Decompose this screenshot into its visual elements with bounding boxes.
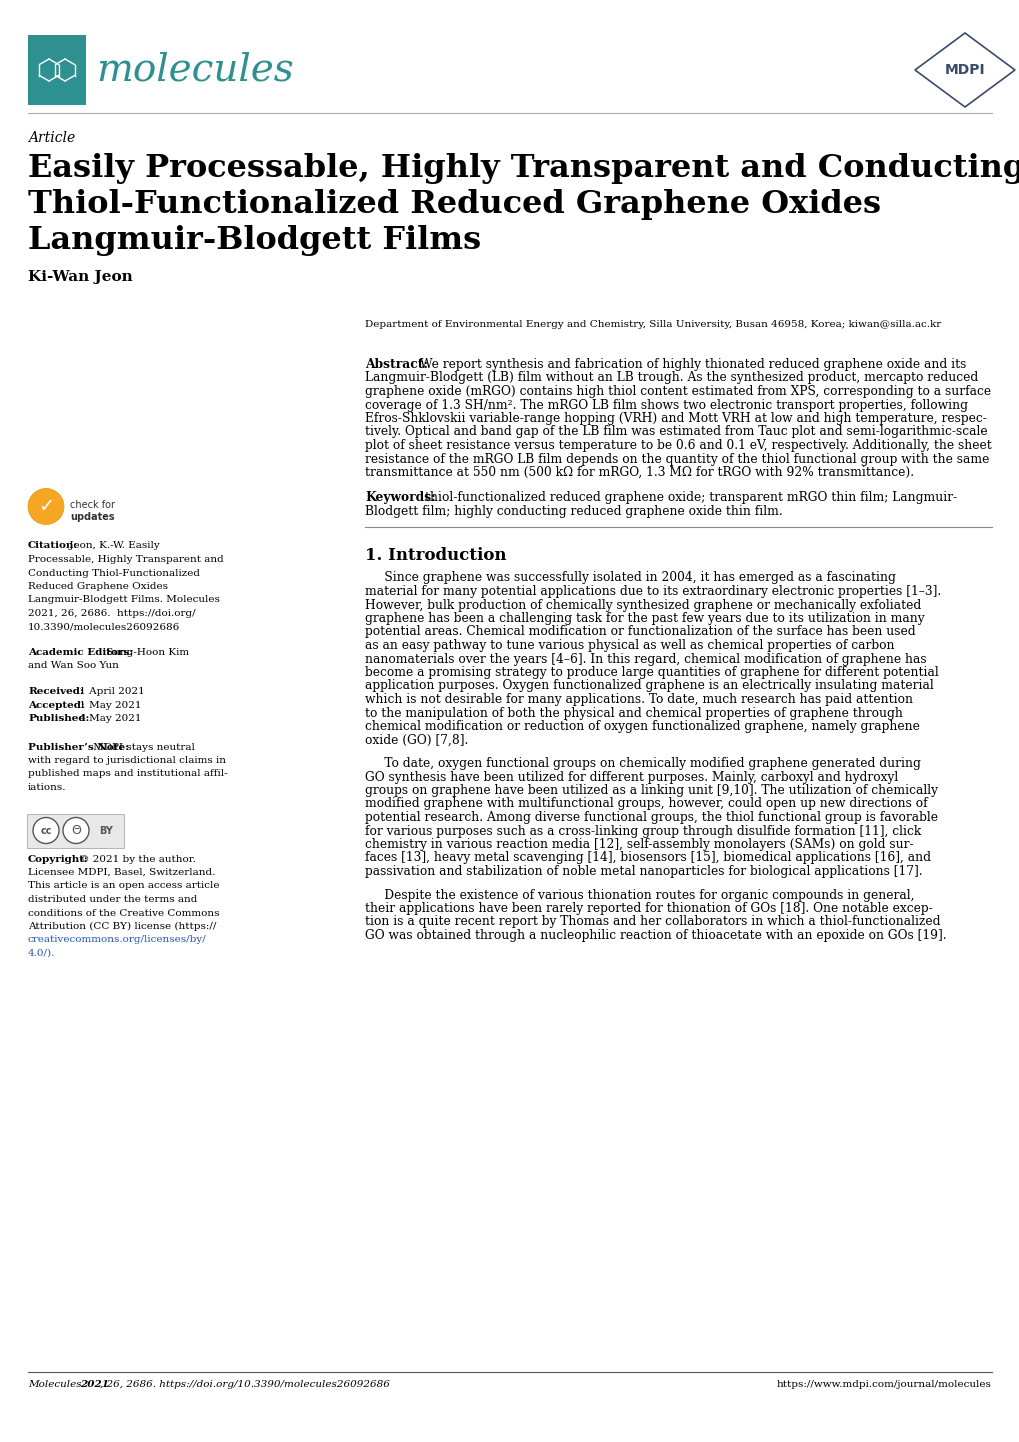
- Text: This article is an open access article: This article is an open access article: [28, 881, 219, 891]
- Text: coverage of 1.3 SH/nm². The mRGO LB film shows two electronic transport properti: coverage of 1.3 SH/nm². The mRGO LB film…: [365, 398, 967, 411]
- Text: Despite the existence of various thionation routes for organic compounds in gene: Despite the existence of various thionat…: [365, 888, 914, 901]
- Text: Easily Processable, Highly Transparent and Conducting: Easily Processable, Highly Transparent a…: [28, 153, 1019, 185]
- Text: GO was obtained through a nucleophilic reaction of thioacetate with an epoxide o: GO was obtained through a nucleophilic r…: [365, 929, 946, 942]
- Text: https://www.mdpi.com/journal/molecules: https://www.mdpi.com/journal/molecules: [776, 1380, 991, 1389]
- Text: Θ: Θ: [71, 823, 81, 836]
- Text: However, bulk production of chemically synthesized graphene or mechanically exfo: However, bulk production of chemically s…: [365, 598, 920, 611]
- Circle shape: [63, 818, 89, 844]
- Text: 1. Introduction: 1. Introduction: [365, 547, 506, 564]
- Text: Received:: Received:: [28, 686, 84, 696]
- Text: 4.0/).: 4.0/).: [28, 949, 55, 957]
- Text: nanomaterials over the years [4–6]. In this regard, chemical modification of gra: nanomaterials over the years [4–6]. In t…: [365, 652, 925, 666]
- Text: creativecommons.org/licenses/by/: creativecommons.org/licenses/by/: [28, 936, 207, 945]
- Text: Abstract:: Abstract:: [365, 358, 428, 371]
- Text: molecules: molecules: [96, 52, 293, 88]
- Text: faces [13], heavy metal scavenging [14], biosensors [15], biomedical application: faces [13], heavy metal scavenging [14],…: [365, 851, 930, 865]
- FancyBboxPatch shape: [28, 35, 86, 105]
- Text: plot of sheet resistance versus temperature to be 0.6 and 0.1 eV, respectively. : plot of sheet resistance versus temperat…: [365, 438, 990, 451]
- Text: cc: cc: [40, 825, 52, 835]
- Text: Blodgett film; highly conducting reduced graphene oxide thin film.: Blodgett film; highly conducting reduced…: [365, 505, 782, 518]
- Text: to the manipulation of both the physical and chemical properties of graphene thr: to the manipulation of both the physical…: [365, 707, 902, 720]
- Text: 1 May 2021: 1 May 2021: [76, 701, 142, 709]
- Text: tion is a quite recent report by Thomas and her collaborators in which a thiol-f: tion is a quite recent report by Thomas …: [365, 916, 940, 929]
- Text: 2021: 2021: [79, 1380, 109, 1389]
- Text: potential research. Among diverse functional groups, the thiol functional group : potential research. Among diverse functi…: [365, 810, 937, 823]
- Text: Efros-Shklovskii variable-range hopping (VRH) and Mott VRH at low and high tempe: Efros-Shklovskii variable-range hopping …: [365, 412, 986, 425]
- Text: Processable, Highly Transparent and: Processable, Highly Transparent and: [28, 555, 223, 564]
- Text: Langmuir-Blodgett Films. Molecules: Langmuir-Blodgett Films. Molecules: [28, 596, 220, 604]
- Text: passivation and stabilization of noble metal nanoparticles for biological applic: passivation and stabilization of noble m…: [365, 865, 922, 878]
- Text: tively. Optical and band gap of the LB film was estimated from Tauc plot and sem: tively. Optical and band gap of the LB f…: [365, 425, 986, 438]
- Text: Citation:: Citation:: [28, 542, 78, 551]
- Text: Attribution (CC BY) license (https://: Attribution (CC BY) license (https://: [28, 921, 216, 932]
- Text: GO synthesis have been utilized for different purposes. Mainly, carboxyl and hyd: GO synthesis have been utilized for diff…: [365, 770, 898, 783]
- Text: check for: check for: [70, 499, 115, 509]
- Text: 4 May 2021: 4 May 2021: [76, 714, 142, 722]
- Text: 2021, 26, 2686.  https://doi.org/: 2021, 26, 2686. https://doi.org/: [28, 609, 196, 619]
- FancyBboxPatch shape: [26, 813, 124, 848]
- Circle shape: [28, 489, 64, 525]
- Text: material for many potential applications due to its extraordinary electronic pro: material for many potential applications…: [365, 585, 941, 598]
- Text: Licensee MDPI, Basel, Switzerland.: Licensee MDPI, Basel, Switzerland.: [28, 868, 215, 877]
- Text: Academic Editors:: Academic Editors:: [28, 647, 133, 658]
- Text: for various purposes such as a cross-linking group through disulfide formation [: for various purposes such as a cross-lin…: [365, 825, 920, 838]
- Text: ✓: ✓: [38, 497, 54, 516]
- Text: Thiol-Functionalized Reduced Graphene Oxides: Thiol-Functionalized Reduced Graphene Ox…: [28, 189, 880, 221]
- Text: potential areas. Chemical modification or functionalization of the surface has b: potential areas. Chemical modification o…: [365, 626, 915, 639]
- Text: distributed under the terms and: distributed under the terms and: [28, 895, 198, 904]
- Text: BY: BY: [99, 825, 113, 835]
- Text: graphene oxide (mRGO) contains high thiol content estimated from XPS, correspond: graphene oxide (mRGO) contains high thio…: [365, 385, 990, 398]
- Text: and Wan Soo Yun: and Wan Soo Yun: [28, 662, 119, 671]
- Text: Publisher’s Note:: Publisher’s Note:: [28, 743, 128, 751]
- Text: Copyright:: Copyright:: [28, 855, 89, 864]
- Text: Conducting Thiol-Functionalized: Conducting Thiol-Functionalized: [28, 568, 200, 577]
- Text: published maps and institutional affil-: published maps and institutional affil-: [28, 770, 227, 779]
- Text: application purposes. Oxygen functionalized graphene is an electrically insulati: application purposes. Oxygen functionali…: [365, 679, 932, 692]
- Text: iations.: iations.: [28, 783, 66, 792]
- Text: MDPI stays neutral: MDPI stays neutral: [90, 743, 195, 751]
- Text: modified graphene with multifunctional groups, however, could open up new direct: modified graphene with multifunctional g…: [365, 797, 926, 810]
- Text: as an easy pathway to tune various physical as well as chemical properties of ca: as an easy pathway to tune various physi…: [365, 639, 894, 652]
- Text: graphene has been a challenging task for the past few years due to its utilizati: graphene has been a challenging task for…: [365, 611, 923, 624]
- Text: chemistry in various reaction media [12], self-assembly monolayers (SAMs) on gol: chemistry in various reaction media [12]…: [365, 838, 913, 851]
- Text: 1 April 2021: 1 April 2021: [76, 686, 145, 696]
- Text: Published:: Published:: [28, 714, 90, 722]
- Text: Ki-Wan Jeon: Ki-Wan Jeon: [28, 270, 132, 284]
- Text: , 26, 2686. https://doi.org/10.3390/molecules26092686: , 26, 2686. https://doi.org/10.3390/mole…: [100, 1380, 389, 1389]
- Text: their applications have been rarely reported for thionation of GOs [18]. One not: their applications have been rarely repo…: [365, 903, 931, 916]
- Text: Article: Article: [28, 131, 75, 146]
- Text: Jeon, K.-W. Easily: Jeon, K.-W. Easily: [66, 542, 160, 551]
- Text: © 2021 by the author.: © 2021 by the author.: [76, 855, 196, 864]
- Text: become a promising strategy to produce large quantities of graphene for differen: become a promising strategy to produce l…: [365, 666, 937, 679]
- Text: which is not desirable for many applications. To date, much research has paid at: which is not desirable for many applicat…: [365, 694, 912, 707]
- Text: Molecules: Molecules: [28, 1380, 85, 1389]
- Text: MDPI: MDPI: [944, 63, 984, 76]
- Text: Langmuir-Blodgett (LB) film without an LB trough. As the synthesized product, me: Langmuir-Blodgett (LB) film without an L…: [365, 372, 977, 385]
- Text: chemical modification or reduction of oxygen functionalized graphene, namely gra: chemical modification or reduction of ox…: [365, 720, 919, 733]
- Text: with regard to jurisdictional claims in: with regard to jurisdictional claims in: [28, 756, 226, 766]
- Text: oxide (GO) [7,8].: oxide (GO) [7,8].: [365, 734, 468, 747]
- Text: thiol-functionalized reduced graphene oxide; transparent mRGO thin film; Langmui: thiol-functionalized reduced graphene ox…: [425, 492, 956, 505]
- Text: Department of Environmental Energy and Chemistry, Silla University, Busan 46958,: Department of Environmental Energy and C…: [365, 320, 941, 329]
- Text: 10.3390/molecules26092686: 10.3390/molecules26092686: [28, 623, 180, 632]
- Text: groups on graphene have been utilized as a linking unit [9,10]. The utilization : groups on graphene have been utilized as…: [365, 784, 937, 797]
- Text: resistance of the mRGO LB film depends on the quantity of the thiol functional g: resistance of the mRGO LB film depends o…: [365, 453, 988, 466]
- Text: transmittance at 550 nm (500 kΩ for mRGO, 1.3 MΩ for tRGO with 92% transmittance: transmittance at 550 nm (500 kΩ for mRGO…: [365, 466, 913, 479]
- Text: Keywords:: Keywords:: [365, 492, 435, 505]
- Text: Sung-Hoon Kim: Sung-Hoon Kim: [103, 647, 189, 658]
- Text: conditions of the Creative Commons: conditions of the Creative Commons: [28, 908, 219, 917]
- Text: Since graphene was successfully isolated in 2004, it has emerged as a fascinatin: Since graphene was successfully isolated…: [365, 571, 895, 584]
- Text: To date, oxygen functional groups on chemically modified graphene generated duri: To date, oxygen functional groups on che…: [365, 757, 920, 770]
- Text: Reduced Graphene Oxides: Reduced Graphene Oxides: [28, 583, 168, 591]
- Text: Accepted:: Accepted:: [28, 701, 85, 709]
- Text: We report synthesis and fabrication of highly thionated reduced graphene oxide a: We report synthesis and fabrication of h…: [420, 358, 965, 371]
- Text: updates: updates: [70, 512, 114, 522]
- Text: Langmuir-Blodgett Films: Langmuir-Blodgett Films: [28, 225, 481, 257]
- Circle shape: [33, 818, 59, 844]
